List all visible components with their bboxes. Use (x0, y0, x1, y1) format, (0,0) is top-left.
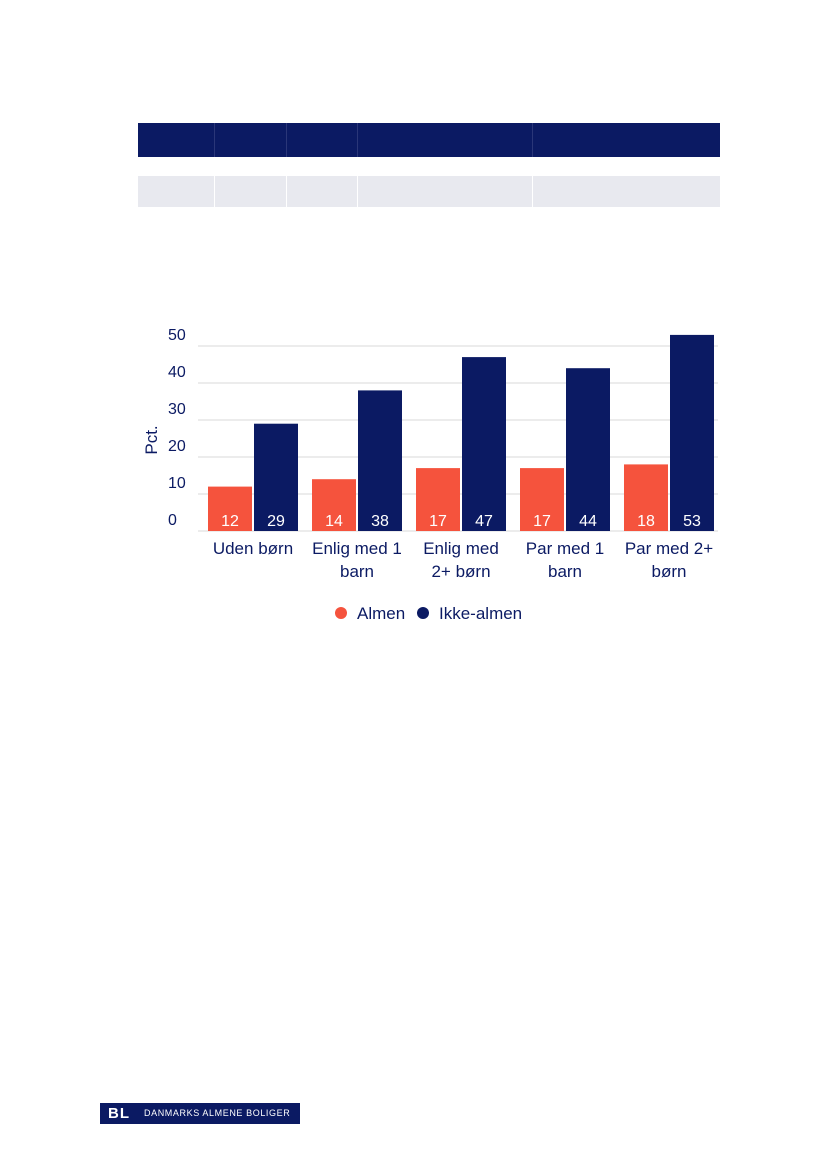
data-label: 17 (429, 513, 447, 530)
y-axis-ticks: 0 10 20 30 40 50 (168, 327, 186, 529)
bar-almen (416, 468, 460, 531)
table-header-cell (215, 123, 287, 157)
table-header-cell (287, 123, 358, 157)
logo-text: DANMARKS ALMENE BOLIGER (138, 1103, 301, 1124)
data-label: 12 (221, 513, 239, 530)
y-tick-label: 30 (168, 401, 186, 418)
legend-label: Ikke-almen (439, 604, 522, 623)
bar-ikke-almen (670, 334, 714, 531)
footer-logo: BL DANMARKS ALMENE BOLIGER (100, 1103, 301, 1124)
table-header-cell (138, 123, 215, 157)
bar-almen (312, 479, 356, 531)
table-row (138, 176, 720, 207)
bar-chart: 0 10 20 30 40 50 Pct. 12 29 14 38 17 47 17 44 18 53 Ud… (142, 327, 718, 623)
bar-almen (624, 464, 668, 531)
bar-almen (208, 486, 252, 531)
bar-ikke-almen (358, 390, 402, 531)
table-cell (358, 176, 533, 207)
x-category-label: Enlig med (423, 539, 499, 558)
y-tick-label: 50 (168, 327, 186, 344)
data-label: 29 (267, 513, 285, 530)
x-axis-categories: Uden børn Enlig med 1 barn Enlig med 2+ børn… (213, 539, 713, 581)
x-category-label: barn (548, 562, 582, 581)
data-label: 53 (683, 513, 701, 530)
data-label: 47 (475, 513, 493, 530)
legend-marker (335, 607, 347, 619)
data-label: 38 (371, 513, 389, 530)
y-tick-label: 0 (168, 512, 177, 529)
table-cell (287, 176, 358, 207)
table-cell (215, 176, 287, 207)
data-label: 17 (533, 513, 551, 530)
bars: 12 29 14 38 17 47 17 44 18 53 (208, 334, 714, 531)
legend-label: Almen (357, 604, 405, 623)
bar-ikke-almen (462, 357, 506, 531)
x-category-label: børn (652, 562, 687, 581)
x-category-label: Enlig med 1 (312, 539, 402, 558)
data-label: 14 (325, 513, 343, 530)
x-category-label: Par med 2+ (625, 539, 713, 558)
x-category-label: Uden børn (213, 539, 293, 558)
y-tick-label: 20 (168, 438, 186, 455)
legend-marker (417, 607, 429, 619)
logo-mark: BL (100, 1103, 138, 1124)
x-category-label: 2+ børn (431, 562, 490, 581)
table-header (138, 123, 720, 157)
bar-almen (520, 468, 564, 531)
y-tick-label: 40 (168, 364, 186, 381)
x-category-label: Par med 1 (526, 539, 604, 558)
y-tick-label: 10 (168, 475, 186, 492)
table-cell (138, 176, 215, 207)
x-category-label: barn (340, 562, 374, 581)
table-header-cell (358, 123, 533, 157)
data-label: 44 (579, 513, 597, 530)
data-label: 18 (637, 513, 655, 530)
bar-ikke-almen (566, 368, 610, 531)
bar-ikke-almen (254, 423, 298, 531)
legend: Almen Ikke-almen (335, 604, 522, 623)
y-axis-title: Pct. (142, 425, 161, 454)
